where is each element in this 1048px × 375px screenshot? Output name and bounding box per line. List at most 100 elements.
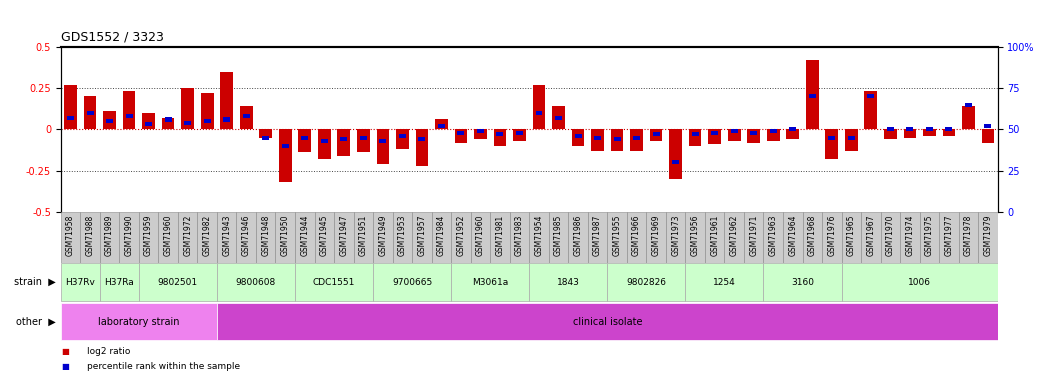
Text: GSM71989: GSM71989 [105, 214, 114, 256]
Text: GSM71983: GSM71983 [515, 214, 524, 256]
Text: GSM71973: GSM71973 [671, 214, 680, 256]
Text: GSM71950: GSM71950 [281, 214, 289, 256]
Bar [104, 111, 116, 129]
Bar [396, 129, 409, 149]
Text: GSM71949: GSM71949 [378, 214, 388, 256]
Text: GSM71967: GSM71967 [867, 214, 875, 256]
Bar [81, 212, 100, 262]
Text: 1006: 1006 [909, 278, 931, 286]
Bar [237, 212, 256, 262]
Bar [178, 212, 197, 262]
Bar [594, 136, 602, 140]
Bar [393, 212, 412, 262]
Bar [373, 263, 451, 301]
Bar [126, 114, 133, 118]
Bar [282, 144, 289, 148]
Text: 3160: 3160 [791, 278, 814, 286]
Bar [574, 134, 582, 138]
Bar [455, 129, 467, 142]
Text: GSM71964: GSM71964 [788, 214, 798, 256]
Bar [919, 212, 939, 262]
Bar [337, 129, 350, 156]
Bar [201, 93, 214, 129]
Text: CDC1551: CDC1551 [313, 278, 355, 286]
Bar [826, 129, 838, 159]
Bar [314, 212, 334, 262]
Bar [61, 212, 81, 262]
Bar [359, 136, 367, 140]
Text: GSM71969: GSM71969 [652, 214, 660, 256]
Bar [61, 303, 217, 340]
Text: GSM71987: GSM71987 [593, 214, 602, 256]
Text: GSM71955: GSM71955 [613, 214, 621, 256]
Bar [769, 129, 777, 133]
Text: GSM71957: GSM71957 [417, 214, 427, 256]
Text: GSM71962: GSM71962 [729, 214, 739, 256]
Bar [611, 129, 624, 151]
Bar [296, 212, 314, 262]
Bar [705, 212, 724, 262]
Bar [260, 129, 272, 138]
Text: GSM71943: GSM71943 [222, 214, 232, 256]
Bar [529, 212, 549, 262]
Bar [217, 212, 237, 262]
Bar [279, 129, 291, 182]
Bar [87, 111, 93, 115]
Text: GSM71975: GSM71975 [925, 214, 934, 256]
Bar [809, 94, 815, 99]
Bar [842, 212, 861, 262]
Text: GSM71978: GSM71978 [964, 214, 973, 256]
Bar [321, 139, 328, 143]
Bar [334, 212, 353, 262]
Bar [432, 212, 451, 262]
Bar [243, 114, 249, 118]
Text: GSM71974: GSM71974 [905, 214, 914, 256]
Bar [123, 92, 135, 129]
Bar [982, 129, 995, 142]
Text: 9802501: 9802501 [158, 278, 198, 286]
Bar [217, 263, 294, 301]
Text: log2 ratio: log2 ratio [87, 347, 130, 356]
Bar [689, 129, 701, 146]
Bar [708, 129, 721, 144]
Text: ■: ■ [61, 347, 69, 356]
Bar [959, 212, 978, 262]
Bar [223, 117, 231, 122]
Text: GSM71981: GSM71981 [496, 214, 504, 256]
Bar [607, 212, 627, 262]
Bar [497, 132, 503, 136]
Bar [552, 106, 565, 129]
Bar [165, 117, 172, 122]
Bar [240, 106, 253, 129]
Bar [438, 124, 445, 128]
Text: GSM71945: GSM71945 [320, 214, 329, 256]
Bar [848, 136, 855, 140]
Bar [474, 129, 486, 139]
Bar [712, 130, 718, 135]
Bar [379, 139, 387, 143]
Bar [942, 129, 955, 136]
Bar [416, 129, 429, 166]
Bar [572, 129, 585, 146]
Bar [84, 96, 96, 129]
Text: M3061a: M3061a [472, 278, 508, 286]
Bar [789, 128, 796, 132]
Bar [945, 128, 953, 132]
Bar [64, 85, 77, 129]
Bar [100, 212, 119, 262]
Bar [978, 212, 998, 262]
Bar [262, 136, 269, 140]
Bar [685, 263, 763, 301]
Bar [984, 124, 991, 128]
Bar [217, 303, 998, 340]
Text: GSM71965: GSM71965 [847, 214, 856, 256]
Text: GSM71979: GSM71979 [983, 214, 992, 256]
Bar [907, 128, 914, 132]
Bar [373, 212, 393, 262]
Bar [376, 129, 389, 164]
Bar [143, 113, 155, 129]
Bar [568, 212, 588, 262]
Bar [962, 106, 975, 129]
Bar [925, 128, 933, 132]
Bar [203, 119, 211, 123]
